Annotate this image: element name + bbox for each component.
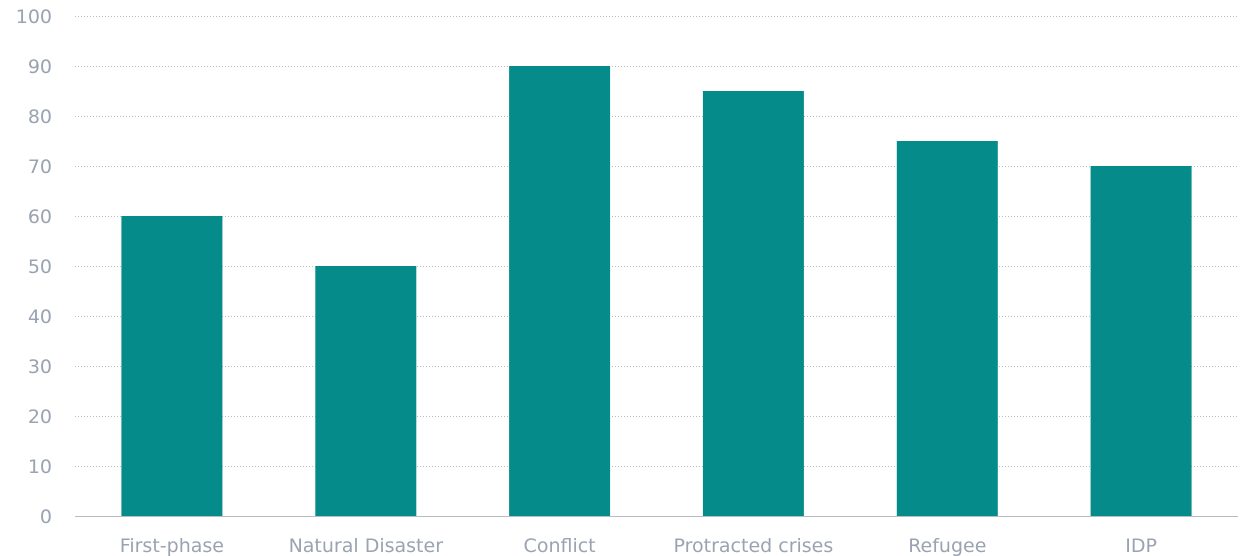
x-tick-label: Natural Disaster [289,535,444,556]
bars-layer [121,66,1192,516]
bar-protracted-crises [702,91,804,516]
y-tick-label: 100 [16,6,52,28]
y-tick-label: 10 [28,456,52,478]
grid-layer [75,16,1238,517]
y-tick-label: 20 [28,406,52,428]
y-tick-label: 70 [28,156,52,178]
y-axis-ticks: 0 10 20 30 40 50 60 70 80 90 100 [16,6,52,528]
x-tick-label: Refugee [908,535,986,556]
y-tick-label: 50 [28,256,52,278]
bar-conflict [509,66,611,516]
y-tick-label: 30 [28,356,52,378]
y-tick-label: 40 [28,306,52,328]
bar-refugee [896,141,998,516]
x-tick-label: Protracted crises [674,535,834,556]
x-tick-label: Conflict [524,535,596,556]
bar-first-phase [121,216,223,516]
x-tick-label: First-phase [120,535,224,556]
y-tick-label: 80 [28,106,52,128]
x-tick-label: IDP [1125,535,1157,556]
y-tick-label: 60 [28,206,52,228]
bar-idp [1090,166,1192,516]
bar-natural-disaster [315,266,417,516]
y-tick-label: 0 [40,506,52,528]
y-tick-label: 90 [28,56,52,78]
x-axis-ticks: First-phase Natural Disaster Conflict Protr… [120,535,1157,556]
